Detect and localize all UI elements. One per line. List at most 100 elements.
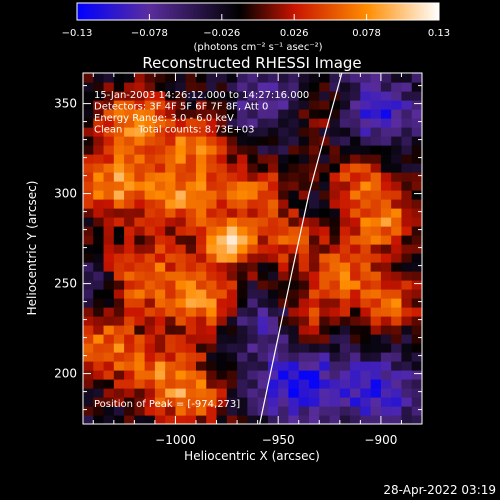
heatmap-pixel (319, 289, 331, 299)
heatmap-pixel (93, 127, 105, 137)
heatmap-pixel (298, 289, 310, 299)
heatmap-pixel (391, 406, 403, 416)
heatmap-pixel (206, 181, 218, 191)
heatmap-pixel (83, 343, 94, 353)
heatmap-pixel (339, 397, 351, 407)
heatmap-pixel (267, 325, 279, 335)
heatmap-pixel (350, 190, 361, 200)
heatmap-pixel (309, 136, 320, 146)
heatmap-pixel (360, 307, 372, 317)
heatmap-pixel (165, 163, 177, 173)
heatmap-pixel (83, 208, 94, 218)
heatmap-pixel (216, 100, 228, 110)
heatmap-pixel (134, 397, 146, 407)
heatmap-pixel (309, 343, 320, 353)
heatmap-pixel (93, 190, 105, 200)
heatmap-pixel (267, 316, 279, 326)
heatmap-pixel (350, 217, 361, 227)
heatmap-pixel (83, 289, 94, 299)
heatmap-pixel (370, 307, 382, 317)
heatmap-pixel (370, 154, 382, 164)
heatmap-pixel (267, 244, 279, 254)
heatmap-pixel (165, 298, 177, 308)
heatmap-pixel (319, 118, 331, 128)
heatmap-pixel (144, 145, 156, 155)
heatmap-pixel (380, 109, 392, 119)
heatmap-pixel (350, 235, 361, 245)
heatmap-pixel (144, 388, 156, 398)
heatmap-pixel (226, 199, 238, 209)
heatmap-pixel (185, 235, 197, 245)
heatmap-pixel (370, 325, 382, 335)
heatmap-pixel (185, 325, 197, 335)
heatmap-pixel (370, 100, 382, 110)
heatmap-pixel (257, 316, 269, 326)
heatmap-pixel (165, 73, 177, 83)
heatmap-pixel (144, 82, 156, 92)
heatmap-pixel (154, 217, 166, 227)
heatmap-pixel (103, 406, 115, 416)
heatmap-pixel (380, 298, 392, 308)
heatmap-pixel (309, 262, 320, 272)
heatmap-pixel (216, 415, 228, 424)
heatmap-pixel (237, 361, 248, 371)
heatmap-pixel (329, 271, 341, 281)
heatmap-pixel (247, 127, 259, 137)
heatmap-pixel (278, 235, 290, 245)
heatmap-pixel (309, 181, 320, 191)
heatmap-pixel (319, 217, 331, 227)
heatmap-pixel (267, 361, 279, 371)
heatmap-pixel (329, 280, 341, 290)
heatmap-pixel (350, 253, 361, 263)
heatmap-pixel (411, 397, 422, 407)
heatmap-pixel (339, 307, 351, 317)
heatmap-pixel (360, 181, 372, 191)
colorbar-tick-label: −0.078 (131, 28, 168, 39)
heatmap-pixel (391, 73, 403, 83)
heatmap-pixel (288, 244, 300, 254)
heatmap-pixel (196, 271, 207, 281)
heatmap-pixel (309, 217, 320, 227)
heatmap-pixel (124, 289, 135, 299)
heatmap-pixel (196, 325, 207, 335)
heatmap-pixel (216, 271, 228, 281)
heatmap-pixel (339, 352, 351, 362)
heatmap-pixel (196, 235, 207, 245)
heatmap-pixel (411, 145, 422, 155)
heatmap-pixel (83, 307, 94, 317)
heatmap-pixel (226, 127, 238, 137)
heatmap-pixel (165, 388, 177, 398)
heatmap-pixel (206, 334, 218, 344)
heatmap-pixel (339, 73, 351, 83)
heatmap-pixel (380, 406, 392, 416)
heatmap-pixel (124, 145, 135, 155)
heatmap-pixel (134, 91, 146, 101)
heatmap-pixel (309, 82, 320, 92)
heatmap-pixel (144, 244, 156, 254)
heatmap-pixel (339, 379, 351, 389)
heatmap-pixel (411, 226, 422, 236)
heatmap-pixel (380, 343, 392, 353)
heatmap-pixel (124, 172, 135, 182)
heatmap-pixel (309, 352, 320, 362)
heatmap-pixel (144, 298, 156, 308)
heatmap-pixel (350, 343, 361, 353)
heatmap-pixel (391, 370, 403, 380)
heatmap-pixel (339, 370, 351, 380)
heatmap-pixel (401, 397, 413, 407)
heatmap-pixel (350, 100, 361, 110)
heatmap-pixel (350, 73, 361, 83)
heatmap-pixel (391, 397, 403, 407)
heatmap-pixel (339, 136, 351, 146)
heatmap-pixel (380, 235, 392, 245)
heatmap-pixel (319, 352, 331, 362)
heatmap-pixel (288, 307, 300, 317)
heatmap-pixel (267, 262, 279, 272)
heatmap-pixel (124, 73, 135, 83)
heatmap-pixel (113, 253, 125, 263)
heatmap-pixel (154, 343, 166, 353)
heatmap-pixel (226, 298, 238, 308)
heatmap-pixel (288, 136, 300, 146)
annotation-line: Clean Total counts: 8.73E+03 (94, 125, 254, 136)
heatmap-pixel (154, 172, 166, 182)
